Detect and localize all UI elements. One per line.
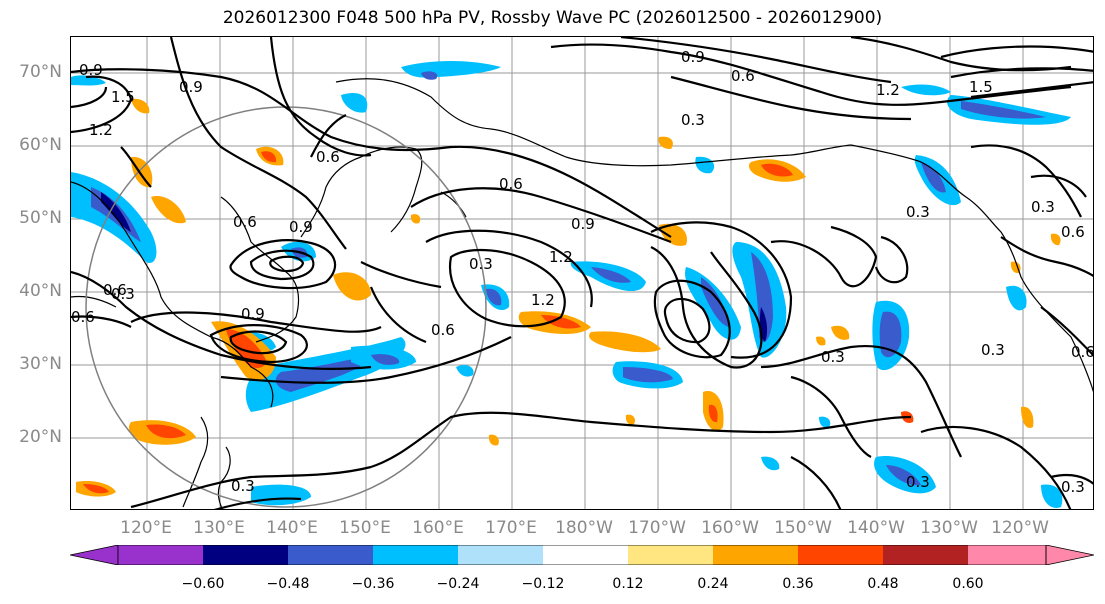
- colorbar-tick-label: −0.12: [521, 576, 565, 592]
- colorbar-segment: [968, 545, 1046, 565]
- contour-label: 0.6: [316, 148, 340, 166]
- colorbar-segment: [203, 545, 288, 565]
- contour-label: 0.6: [731, 67, 755, 85]
- lat-label: 20°N: [19, 427, 62, 447]
- contour-label: 0.3: [1031, 198, 1055, 216]
- contour-label: 0.9: [289, 218, 313, 236]
- contour-label: 0.6: [233, 213, 257, 231]
- lon-label: 140°W: [847, 518, 905, 538]
- lat-label: 40°N: [19, 281, 62, 301]
- contour-label: 0.9: [681, 48, 705, 66]
- contour-label: 0.3: [821, 348, 845, 366]
- colorbar-tick-label: −0.60: [181, 576, 225, 592]
- lon-label: 140°E: [266, 518, 318, 538]
- colorbar-segment: [713, 545, 798, 565]
- lat-label: 60°N: [19, 135, 62, 155]
- positive-anomaly-shading: [76, 98, 1061, 497]
- map-canvas: 0.9 1.2 1.5 0.9 0.6 0.6 0.9 0.6 0.9 0.6 …: [71, 37, 1094, 509]
- lon-label: 150°W: [774, 518, 832, 538]
- contour-label: 1.2: [549, 248, 573, 266]
- contour-label: 0.6: [499, 175, 523, 193]
- colorbar-tick-label: −0.36: [351, 576, 395, 592]
- contour-label: 1.5: [969, 78, 993, 96]
- contour-label: 0.3: [469, 255, 493, 273]
- colorbar-segment: [798, 545, 883, 565]
- contour-label: 0.3: [906, 473, 930, 491]
- contour-label: 0.3: [981, 341, 1005, 359]
- contour-label: 0.6: [1061, 223, 1085, 241]
- lon-label: 120°E: [120, 518, 172, 538]
- colorbar-segment: [288, 545, 373, 565]
- colorbar-segment: [373, 545, 458, 565]
- colorbar-segment: [543, 545, 628, 565]
- lon-label: 120°W: [991, 518, 1049, 538]
- colorbar-tick-label: 0.24: [697, 576, 729, 592]
- contour-label: 0.9: [179, 78, 203, 96]
- lon-label: 170°E: [485, 518, 537, 538]
- contour-label: 0.3: [111, 285, 135, 303]
- colorbar-tick-label: 0.60: [952, 576, 984, 592]
- lon-label: 130°E: [193, 518, 245, 538]
- colorbar-extend-high: [1045, 545, 1094, 565]
- map-panel[interactable]: 0.9 1.2 1.5 0.9 0.6 0.6 0.9 0.6 0.9 0.6 …: [70, 36, 1094, 510]
- colorbar-segment: [458, 545, 543, 565]
- coastlines: [71, 78, 1093, 509]
- colorbar-tick-label: −0.48: [266, 576, 310, 592]
- lon-label: 150°E: [339, 518, 391, 538]
- lon-label: 170°W: [628, 518, 686, 538]
- contour-labels: 0.9 1.2 1.5 0.9 0.6 0.6 0.9 0.6 0.9 0.6 …: [71, 48, 1094, 496]
- contour-label: 0.6: [431, 321, 455, 339]
- contour-label: 1.2: [531, 291, 555, 309]
- lat-label: 30°N: [19, 354, 62, 374]
- contour-label: 1.2: [876, 81, 900, 99]
- contour-label: 0.6: [103, 281, 127, 299]
- colorbar-tick-label: 0.12: [612, 576, 644, 592]
- colorbar-tick-label: 0.48: [867, 576, 899, 592]
- colorbar-segment: [118, 545, 203, 565]
- contour-label: 1.5: [111, 88, 135, 106]
- lon-label: 160°W: [701, 518, 759, 538]
- contour-label: 0.9: [79, 61, 103, 79]
- colorbar-tick-label: 0.36: [782, 576, 814, 592]
- lat-label: 50°N: [19, 208, 62, 228]
- lon-label: 180°W: [555, 518, 613, 538]
- colorbar-segment: [628, 545, 713, 565]
- map-title: 2026012300 F048 500 hPa PV, Rossby Wave …: [222, 8, 883, 28]
- colorbar: [70, 545, 1094, 565]
- contour-label: 0.6: [1071, 343, 1094, 361]
- lon-label: 160°E: [412, 518, 464, 538]
- contour-label: 0.9: [571, 215, 595, 233]
- contour-label: 0.3: [681, 111, 705, 129]
- colorbar-tick-label: −0.24: [436, 576, 480, 592]
- lat-label: 70°N: [19, 62, 62, 82]
- contour-label: 0.9: [241, 305, 265, 323]
- contour-label: 0.3: [1061, 478, 1085, 496]
- contour-label: 1.2: [89, 121, 113, 139]
- colorbar-extend-low: [70, 545, 119, 565]
- negative-anomaly-shading: [71, 61, 1071, 508]
- pv-contours: [71, 37, 1093, 509]
- contour-label: 0.3: [231, 477, 255, 495]
- colorbar-segment: [883, 545, 968, 565]
- contour-label: 0.3: [906, 203, 930, 221]
- lon-label: 130°W: [920, 518, 978, 538]
- contour-label: 0.6: [71, 308, 95, 326]
